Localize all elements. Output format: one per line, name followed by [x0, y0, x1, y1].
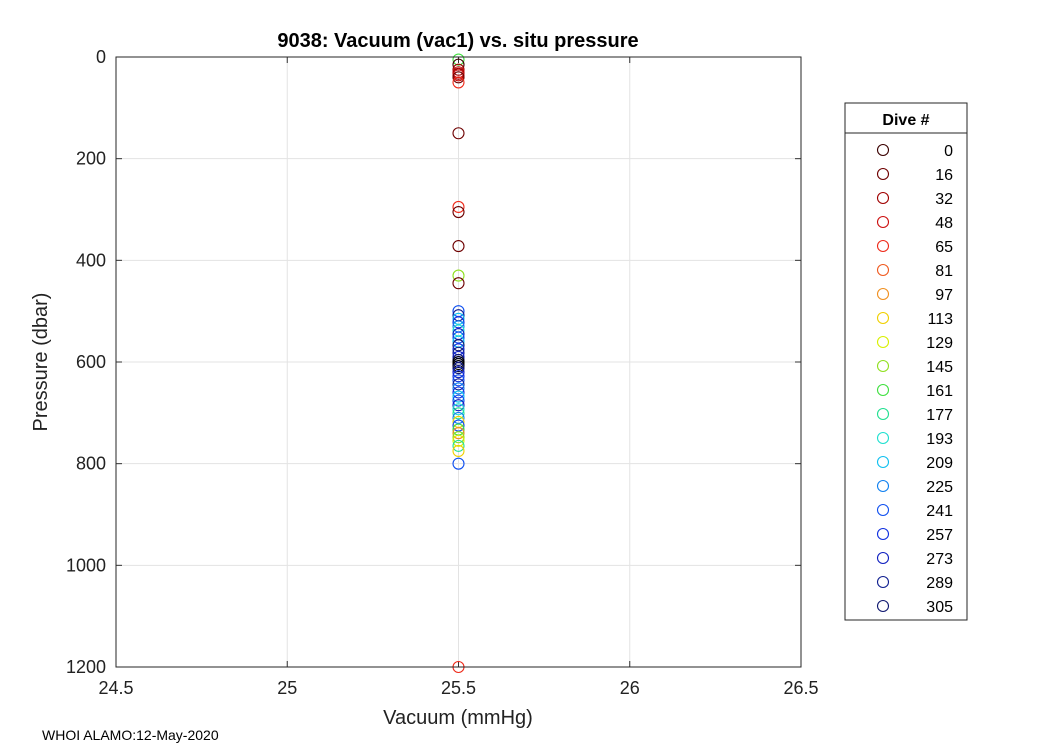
- x-tick-label: 24.5: [98, 678, 133, 698]
- legend-entry-label: 32: [935, 191, 953, 208]
- y-tick-label: 600: [76, 352, 106, 372]
- y-tick-label: 1200: [66, 657, 106, 677]
- footer-credit: WHOI ALAMO:12-May-2020: [42, 727, 219, 743]
- y-tick-label: 800: [76, 454, 106, 474]
- legend-entry-label: 225: [926, 479, 953, 496]
- legend-marker: [876, 407, 890, 421]
- data-point: [452, 339, 465, 352]
- legend-marker: [876, 191, 890, 205]
- y-axis-label: Pressure (dbar): [30, 293, 52, 432]
- legend-entry-label: 241: [926, 503, 953, 520]
- data-point: [452, 390, 465, 403]
- legend-entry-label: 97: [935, 287, 953, 304]
- legend-entry-label: 65: [935, 239, 953, 256]
- legend-entry-label: 273: [926, 551, 953, 568]
- x-tick-label: 25.5: [441, 678, 476, 698]
- legend: Dive # 0 16 32 48 65 81 97 113 129 145 161 177 193 209…: [844, 102, 968, 621]
- data-point: [452, 386, 465, 399]
- legend-entry-label: 129: [926, 335, 953, 352]
- legend-entry-label: 305: [926, 599, 953, 616]
- x-tick-label: 26.5: [783, 678, 818, 698]
- legend-entry-label: 257: [926, 527, 953, 544]
- legend-marker: [876, 599, 890, 613]
- data-point: [452, 370, 465, 383]
- legend-entry-label: 113: [927, 311, 953, 328]
- data-point: [452, 374, 465, 387]
- data-point: [452, 427, 465, 440]
- data-point: [452, 403, 465, 416]
- y-tick-label: 1000: [66, 555, 106, 575]
- data-point: [452, 331, 465, 344]
- legend-box: [844, 102, 968, 621]
- legend-entry-label: 209: [926, 455, 953, 472]
- data-point: [452, 394, 465, 407]
- data-point: [452, 71, 465, 84]
- chart-title: 9038: Vacuum (vac1) vs. situ pressure: [277, 30, 638, 52]
- data-point: [452, 205, 465, 219]
- data-point: [452, 411, 465, 424]
- data-point: [452, 63, 465, 76]
- data-point: [452, 316, 465, 329]
- data-point: [452, 269, 465, 282]
- data-point: [452, 382, 465, 395]
- legend-marker: [876, 551, 890, 565]
- data-point: [452, 53, 465, 66]
- legend-marker: [876, 143, 890, 157]
- data-point: [452, 240, 465, 253]
- data-point: [452, 439, 465, 452]
- data-point: [452, 457, 465, 470]
- legend-entry-label: 48: [935, 215, 953, 232]
- legend-marker: [876, 383, 890, 397]
- data-point: [452, 444, 465, 458]
- legend-marker: [876, 503, 890, 517]
- data-point: [452, 399, 465, 412]
- legend-marker: [876, 287, 890, 301]
- data-point: [452, 366, 465, 379]
- legend-marker: [876, 527, 890, 541]
- legend-marker: [876, 455, 890, 469]
- data-point: [452, 277, 465, 290]
- legend-marker: [876, 263, 890, 277]
- data-point: [452, 407, 465, 420]
- legend-marker: [876, 479, 890, 493]
- data-point: [452, 127, 465, 140]
- legend-entry-label: 81: [935, 263, 953, 280]
- x-axis-label: Vacuum (mmHg): [383, 707, 533, 729]
- legend-marker: [876, 575, 890, 589]
- data-point: [452, 434, 465, 447]
- y-tick-label: 400: [76, 250, 106, 270]
- y-tick-label: 0: [96, 47, 106, 67]
- plot-area: 24.5 25 25.5 26 26.5 0 200 400 600 800 1000 1200: [66, 47, 819, 698]
- data-point: [452, 378, 465, 391]
- legend-marker: [876, 431, 890, 445]
- data-point: [452, 362, 465, 375]
- legend-marker: [876, 167, 890, 181]
- data-point: [452, 431, 465, 444]
- data-point: [452, 200, 465, 214]
- legend-entry-label: 193: [926, 431, 953, 448]
- legend-marker: [876, 215, 890, 229]
- x-tick-label: 26: [620, 678, 640, 698]
- plot-frame: [115, 56, 802, 668]
- data-point: [452, 419, 465, 432]
- legend-entry-label: 145: [926, 359, 953, 376]
- legend-marker: [876, 239, 890, 253]
- x-tick-label: 25: [277, 678, 297, 698]
- legend-entry-label: 161: [926, 383, 953, 400]
- legend-entry-label: 177: [926, 407, 953, 424]
- y-tick-label: 200: [76, 149, 106, 169]
- legend-entry-label: 16: [935, 167, 953, 184]
- legend-entry-label: 0: [944, 143, 953, 160]
- legend-marker: [876, 311, 890, 325]
- legend-marker: [876, 359, 890, 373]
- legend-marker: [876, 335, 890, 349]
- data-point: [452, 312, 465, 325]
- data-point: [452, 76, 465, 89]
- legend-title: Dive #: [882, 112, 929, 129]
- legend-entry-label: 289: [926, 575, 953, 592]
